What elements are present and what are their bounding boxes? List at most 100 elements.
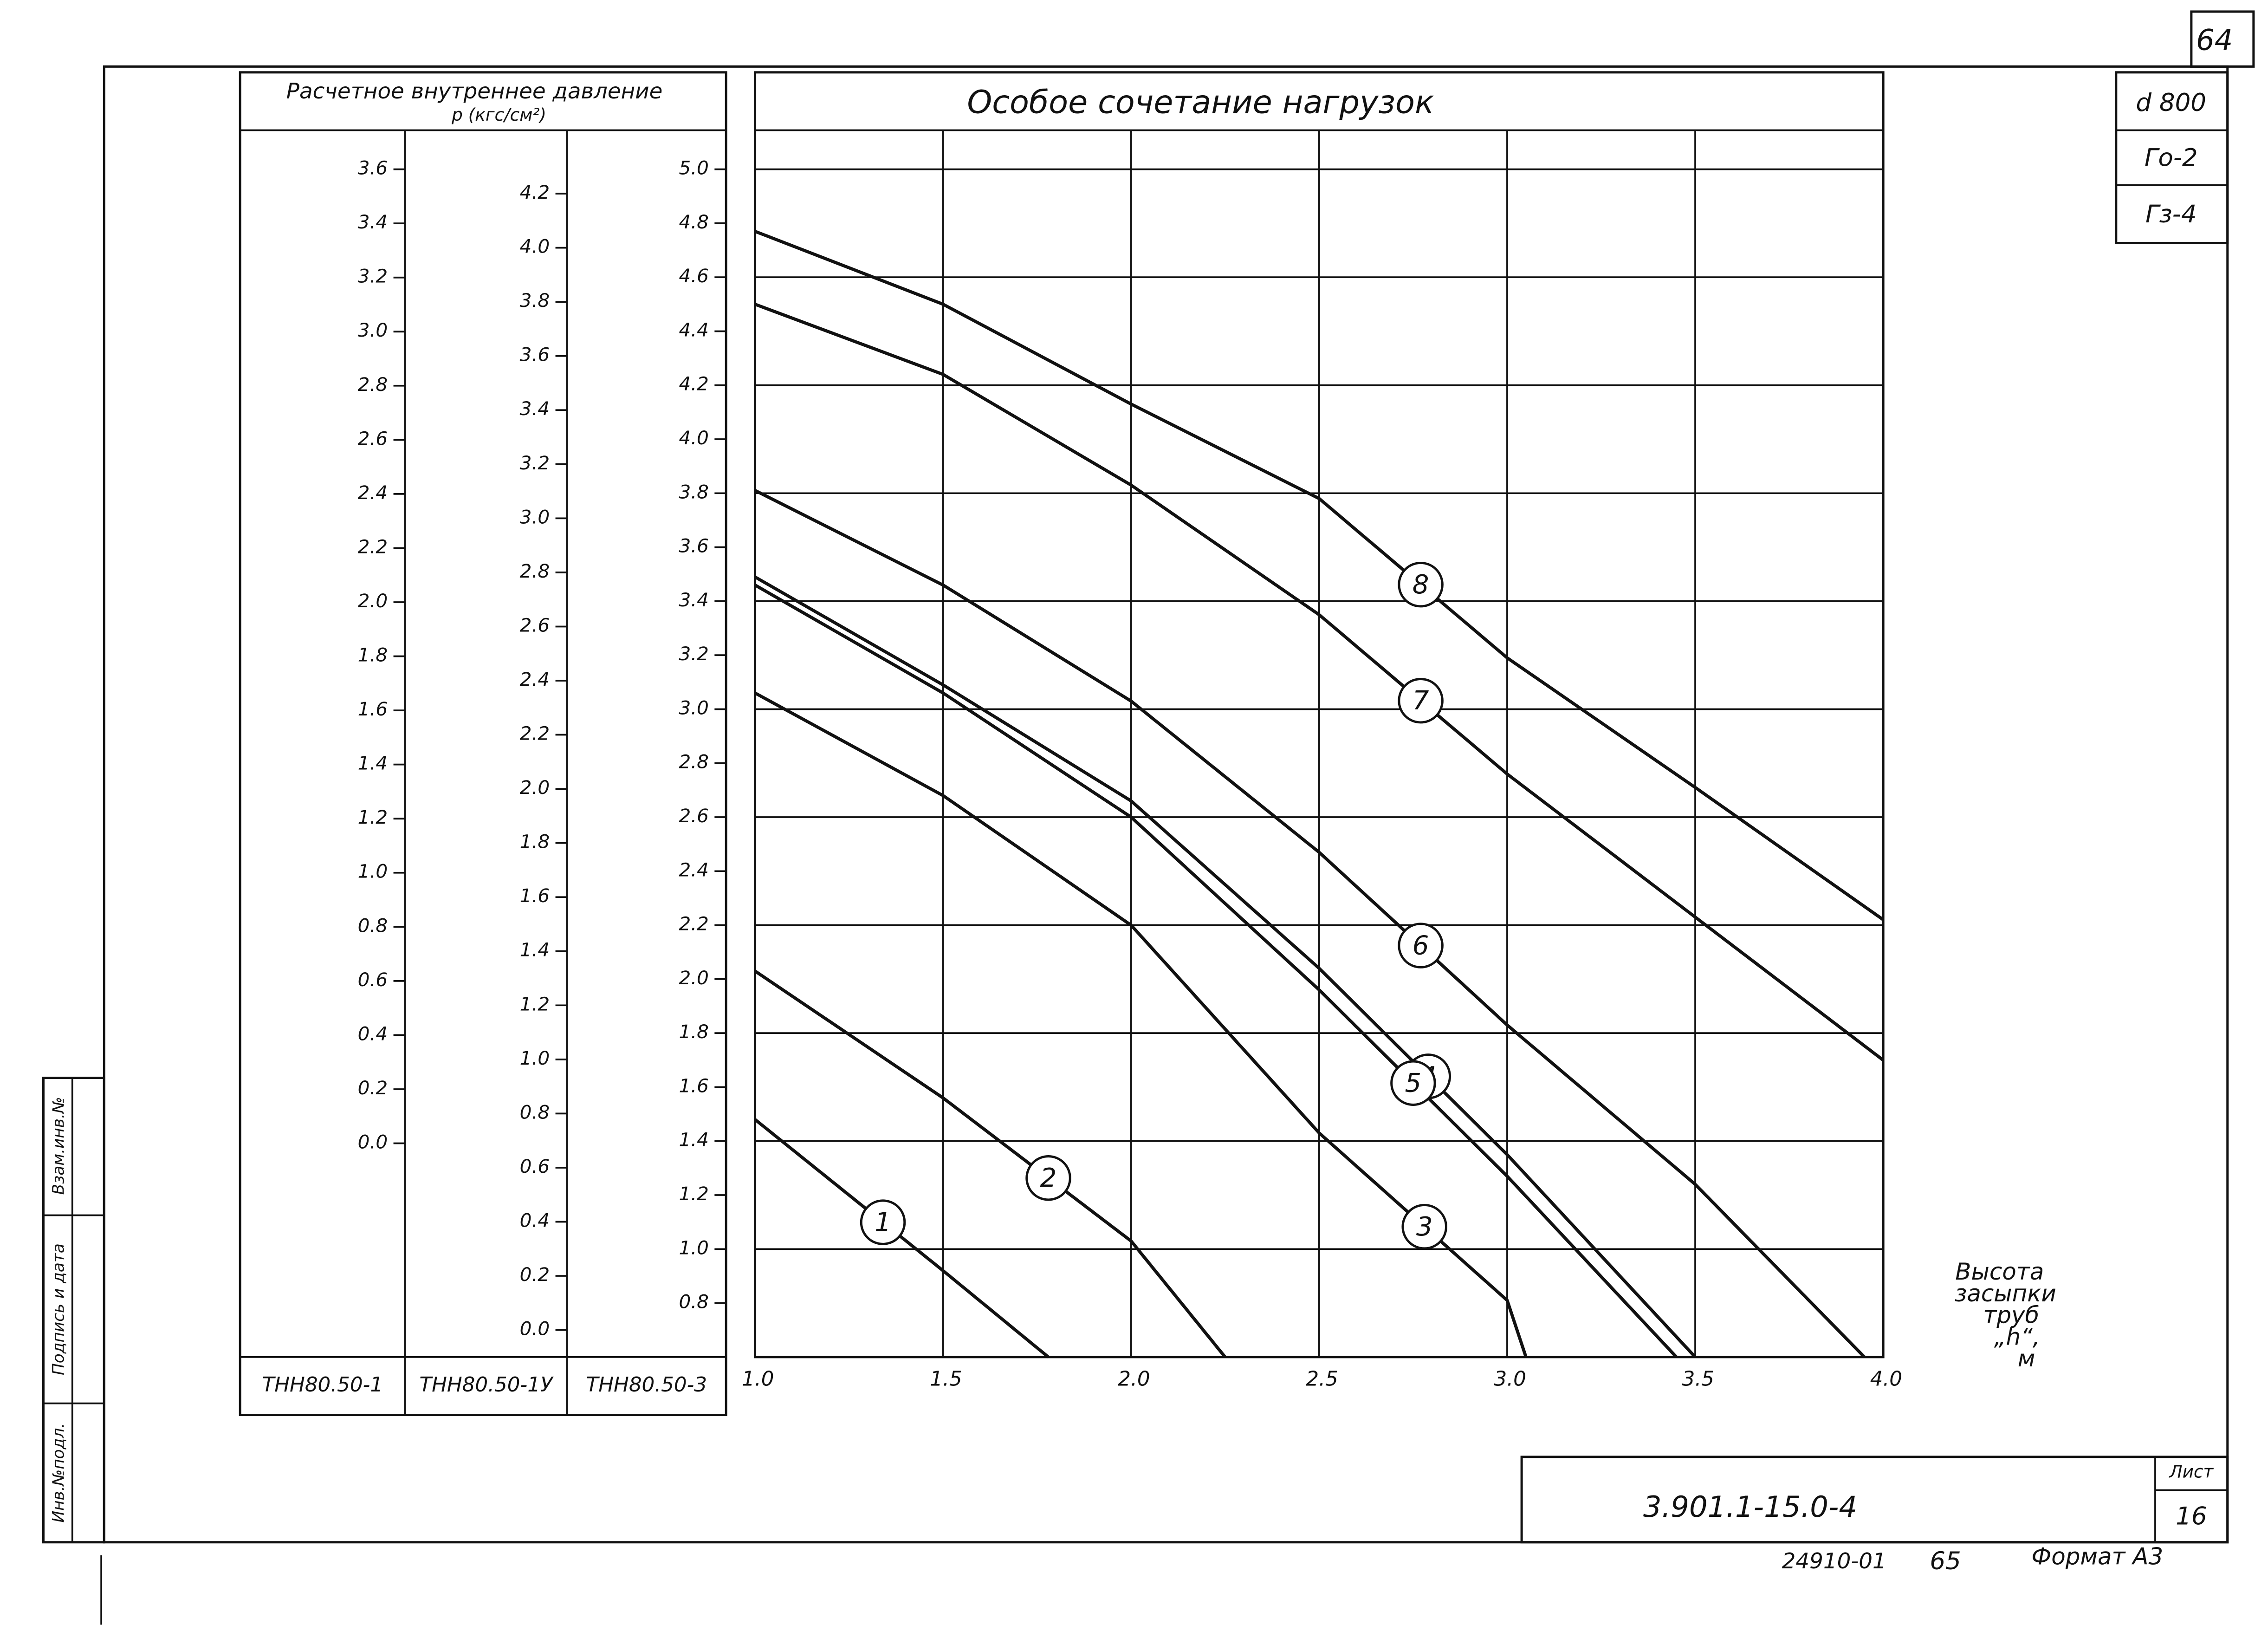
stamp-box <box>2115 71 2229 245</box>
sheet-number: 64 <box>2196 23 2233 57</box>
scale-tick-label: 1.8 <box>358 644 388 666</box>
scale-tick-label: 3.6 <box>358 157 388 179</box>
curve-label: 3 <box>1416 1212 1433 1242</box>
scale-tick-label: 0.8 <box>358 914 388 936</box>
scale-tick-label: 0.0 <box>358 1131 388 1153</box>
scale-tick-label: 1.6 <box>520 884 550 907</box>
format: Формат А3 <box>2031 1543 2163 1570</box>
curve-label: 2 <box>1040 1163 1057 1193</box>
y-tick-label: 2.0 <box>679 967 708 989</box>
x-tick-label: 3.0 <box>1494 1368 1526 1391</box>
y-tick-label: 3.8 <box>679 481 708 503</box>
scale-tick-label: 0.4 <box>520 1209 550 1232</box>
side-label: Взам.инв.№ <box>49 1097 68 1195</box>
scale-tick-label: 3.2 <box>520 452 550 474</box>
curve <box>754 303 1885 1062</box>
y-tick-label: 1.0 <box>679 1236 708 1259</box>
scale-tick-label: 2.6 <box>358 427 388 449</box>
scale-tick-label: 3.4 <box>358 211 388 233</box>
y-tick-label: 3.0 <box>679 696 708 719</box>
scale-tick-label: 4.0 <box>520 235 550 258</box>
curve <box>754 575 1697 1358</box>
title-block <box>1520 1456 2229 1544</box>
scale-tick-label: 2.0 <box>358 590 388 612</box>
scale-tick-label: 1.4 <box>358 752 388 774</box>
curve-label: 5 <box>1405 1068 1422 1098</box>
scale-tick-label: 0.6 <box>358 968 388 991</box>
x-tick-label: 3.5 <box>1682 1368 1714 1391</box>
drawing-code: 3.901.1-15.0-4 <box>1643 1490 1857 1524</box>
outer-frame <box>103 65 2229 1544</box>
scale-tick-label: 2.8 <box>520 560 550 582</box>
y-tick-label: 2.6 <box>679 805 708 827</box>
scale-tick-label: 1.0 <box>358 860 388 883</box>
y-tick-label: 4.4 <box>679 318 708 341</box>
curve <box>754 584 1678 1358</box>
y-tick-label: 1.8 <box>679 1020 708 1043</box>
y-tick-label: 1.2 <box>679 1183 708 1205</box>
stamp-text: Го-2 <box>2145 143 2198 172</box>
table-unit: p (кгс/см²) <box>451 104 546 125</box>
scale-tick-label: 2.8 <box>358 373 388 396</box>
scale-label: ТНН80.50-1У <box>419 1373 554 1397</box>
scale-tick-label: 4.2 <box>520 181 550 203</box>
scale-tick-label: 3.8 <box>520 289 550 312</box>
curve <box>754 691 1528 1358</box>
scale-tick-label: 3.0 <box>520 506 550 528</box>
y-tick-label: 0.8 <box>679 1291 708 1313</box>
scale-tick-label: 0.6 <box>520 1155 550 1177</box>
x-axis-label: Высота засыпки труб „h“, м <box>1955 1258 2064 1372</box>
scale-tick-label: 1.8 <box>520 831 550 853</box>
y-tick-label: 4.6 <box>679 265 708 287</box>
scale-tick-label: 2.4 <box>358 481 388 504</box>
y-tick-label: 5.0 <box>679 157 708 179</box>
curve-label: 1 <box>875 1207 891 1237</box>
scale-tick-label: 3.0 <box>358 319 388 341</box>
scale-tick-label: 3.6 <box>520 344 550 366</box>
curve-label-circle <box>1398 561 1444 608</box>
y-tick-label: 4.8 <box>679 211 708 233</box>
scale-tick-label: 1.6 <box>358 698 388 720</box>
chart-title: Особое сочетание нагрузок <box>967 84 1434 121</box>
x-tick-label: 1.0 <box>742 1368 774 1391</box>
curve-label-circle <box>860 1199 906 1245</box>
curve <box>754 489 1866 1358</box>
y-tick-label: 1.4 <box>679 1129 708 1151</box>
curve-label-circle <box>1398 677 1444 724</box>
side-label: Инв.№подл. <box>49 1423 68 1523</box>
stamp-text: d 800 <box>2136 89 2206 117</box>
y-tick-label: 3.4 <box>679 589 708 611</box>
scale-tick-label: 1.2 <box>520 993 550 1015</box>
x-tick-label: 4.0 <box>1870 1368 1902 1391</box>
table-title: Расчетное внутреннее давление <box>286 79 663 104</box>
scale-tick-label: 1.0 <box>520 1047 550 1069</box>
curve-label-circle <box>1398 923 1444 968</box>
y-tick-label: 4.0 <box>679 427 708 449</box>
scale-tick-label: 2.0 <box>520 776 550 799</box>
y-tick-label: 4.2 <box>679 373 708 395</box>
x-tick-label: 2.0 <box>1118 1368 1150 1391</box>
curve-label: 7 <box>1413 686 1429 716</box>
scale-label: ТНН80.50-1 <box>262 1373 383 1397</box>
x-tick-label: 1.5 <box>930 1368 962 1391</box>
scale-label: ТНН80.50-3 <box>586 1373 707 1397</box>
curve <box>754 230 1885 921</box>
scale-tick-label: 1.2 <box>358 806 388 828</box>
curve-label: 6 <box>1413 930 1429 961</box>
stamp-text: Гз-4 <box>2145 200 2197 228</box>
scale-tick-label: 2.6 <box>520 614 550 636</box>
page-number: 65 <box>1930 1547 1961 1575</box>
scale-tick-label: 0.0 <box>520 1318 550 1340</box>
order-number: 24910-01 <box>1782 1549 1886 1574</box>
y-tick-label: 1.6 <box>679 1074 708 1097</box>
scale-tick-label: 2.2 <box>358 535 388 558</box>
curve-label-circle <box>1390 1060 1436 1106</box>
y-tick-label: 2.4 <box>679 858 708 881</box>
curve <box>754 1118 1050 1358</box>
y-tick-label: 3.2 <box>679 643 708 665</box>
scale-tick-label: 0.4 <box>358 1022 388 1045</box>
y-tick-label: 2.2 <box>679 913 708 935</box>
scale-tick-label: 2.4 <box>520 668 550 690</box>
scale-tick-label: 1.4 <box>520 939 550 961</box>
